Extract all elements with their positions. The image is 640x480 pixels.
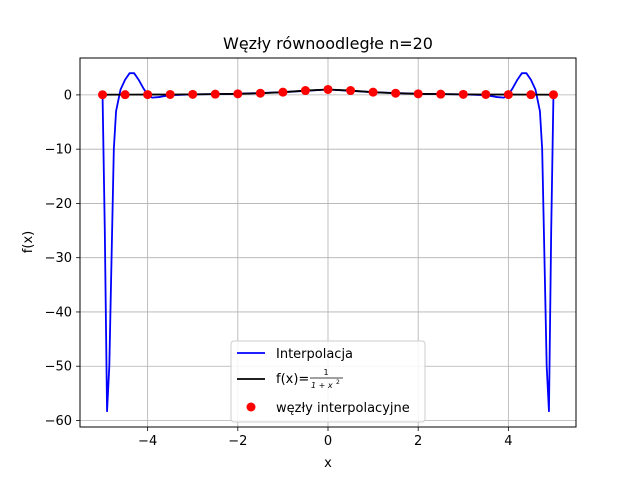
- x-tick-label: 4: [504, 434, 512, 449]
- y-tick-label: −40: [45, 305, 72, 320]
- interpolation-node-point: [368, 87, 378, 97]
- y-tick-label: −10: [45, 143, 72, 158]
- plot-points: [98, 84, 558, 100]
- interpolation-node-point: [526, 90, 536, 100]
- interpolation-node-point: [458, 89, 468, 99]
- interpolation-node-point: [278, 87, 288, 97]
- legend: Interpolacja f(x)= 1 1 + x 2 węzły inter…: [230, 340, 426, 423]
- y-axis-label: f(x): [21, 231, 36, 253]
- interpolation-node-point: [391, 88, 401, 98]
- interpolation-node-point: [120, 90, 130, 100]
- y-tick-label: 0: [64, 88, 72, 103]
- chart-title: Węzły równoodległe n=20: [223, 34, 433, 53]
- interpolation-node-point: [346, 86, 356, 96]
- legend-func-exponent: 2: [336, 379, 340, 386]
- interpolation-node-point: [210, 89, 220, 99]
- legend-interp-label: Interpolacja: [276, 347, 353, 362]
- legend-func-prefix: f(x)=: [276, 372, 309, 387]
- y-tick-label: −60: [45, 414, 72, 429]
- interpolation-node-point: [413, 89, 423, 99]
- interpolation-node-point: [188, 89, 198, 99]
- interpolation-node-point: [233, 89, 243, 99]
- legend-nodes-swatch: [246, 402, 256, 412]
- ticks: −4 −2 0 2 40−10−20−30−40−50−60: [45, 88, 513, 449]
- interpolation-node-point: [165, 89, 175, 99]
- interpolation-node-point: [143, 90, 153, 100]
- legend-nodes-label: węzły interpolacyjne: [276, 401, 410, 416]
- x-tick-label: 2: [414, 434, 422, 449]
- interpolation-node-point: [481, 89, 491, 99]
- x-tick-label: −2: [228, 434, 247, 449]
- interpolation-node-point: [300, 86, 310, 96]
- x-tick-label: 0: [324, 434, 332, 449]
- x-tick-label: −4: [138, 434, 157, 449]
- legend-func-denominator: 1 + x: [311, 381, 333, 390]
- y-tick-label: −30: [45, 251, 72, 266]
- legend-frame: [230, 340, 426, 423]
- y-tick-label: −50: [45, 360, 72, 375]
- interpolation-node-point: [436, 89, 446, 99]
- y-tick-label: −20: [45, 197, 72, 212]
- interpolation-node-point: [98, 90, 108, 100]
- legend-func-numerator: 1: [323, 368, 328, 377]
- x-axis-label: x: [324, 456, 332, 471]
- interpolation-node-point: [548, 90, 558, 100]
- interpolation-node-point: [323, 84, 333, 94]
- interpolation-node-point: [255, 88, 265, 98]
- interpolation-node-point: [503, 90, 513, 100]
